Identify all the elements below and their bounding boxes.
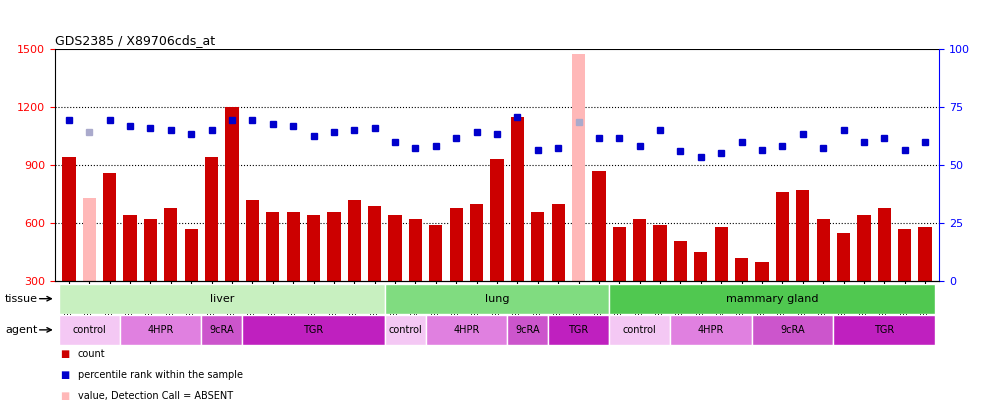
Text: mammary gland: mammary gland xyxy=(726,294,818,304)
Bar xyxy=(592,171,605,281)
Text: 4HPR: 4HPR xyxy=(698,325,725,335)
Bar xyxy=(507,315,548,345)
Bar xyxy=(898,229,911,281)
Bar xyxy=(609,315,670,345)
Bar xyxy=(470,204,483,281)
Bar xyxy=(490,159,504,281)
Text: TGR: TGR xyxy=(874,325,895,335)
Text: lung: lung xyxy=(485,294,509,304)
Bar xyxy=(385,284,609,314)
Text: ■: ■ xyxy=(60,391,69,401)
Bar xyxy=(775,192,789,281)
Bar xyxy=(286,211,300,281)
Text: 9cRA: 9cRA xyxy=(210,325,235,335)
Bar xyxy=(694,252,708,281)
Text: ■: ■ xyxy=(60,349,69,358)
Bar xyxy=(755,262,768,281)
Bar xyxy=(348,200,361,281)
Text: control: control xyxy=(623,325,657,335)
Bar xyxy=(409,220,422,281)
Bar xyxy=(837,233,850,281)
Bar xyxy=(425,315,507,345)
Text: GDS2385 / X89706cds_at: GDS2385 / X89706cds_at xyxy=(55,34,215,47)
Text: count: count xyxy=(78,349,105,358)
Text: value, Detection Call = ABSENT: value, Detection Call = ABSENT xyxy=(78,391,233,401)
Text: TGR: TGR xyxy=(303,325,324,335)
Bar xyxy=(307,215,320,281)
Bar xyxy=(266,211,279,281)
Bar xyxy=(816,220,830,281)
Bar xyxy=(246,200,259,281)
Text: percentile rank within the sample: percentile rank within the sample xyxy=(78,370,243,379)
Text: control: control xyxy=(389,325,422,335)
Bar xyxy=(511,117,524,281)
Bar xyxy=(674,241,687,281)
Bar xyxy=(918,227,931,281)
Bar xyxy=(548,315,609,345)
Text: tissue: tissue xyxy=(5,294,38,304)
Bar xyxy=(878,208,891,281)
Bar xyxy=(59,284,385,314)
Text: 4HPR: 4HPR xyxy=(453,325,480,335)
Bar xyxy=(368,206,382,281)
Bar xyxy=(327,211,341,281)
Bar xyxy=(857,215,871,281)
Bar xyxy=(572,54,585,281)
Bar xyxy=(833,315,935,345)
Bar xyxy=(751,315,833,345)
Bar xyxy=(531,211,545,281)
Bar xyxy=(735,258,748,281)
Bar xyxy=(164,208,178,281)
Text: 9cRA: 9cRA xyxy=(515,325,540,335)
Text: TGR: TGR xyxy=(569,325,588,335)
Bar xyxy=(226,107,239,281)
Bar xyxy=(243,315,385,345)
Bar xyxy=(653,225,667,281)
Bar xyxy=(202,315,243,345)
Bar xyxy=(552,204,565,281)
Bar xyxy=(389,215,402,281)
Text: ■: ■ xyxy=(60,370,69,379)
Bar xyxy=(449,208,463,281)
Bar xyxy=(609,284,935,314)
Text: agent: agent xyxy=(5,325,38,335)
Bar xyxy=(103,173,116,281)
Bar xyxy=(633,220,646,281)
Bar xyxy=(612,227,626,281)
Bar xyxy=(185,229,198,281)
Text: 4HPR: 4HPR xyxy=(147,325,174,335)
Bar xyxy=(670,315,751,345)
Bar xyxy=(144,220,157,281)
Bar xyxy=(715,227,728,281)
Bar xyxy=(205,157,219,281)
Bar xyxy=(429,225,442,281)
Bar xyxy=(120,315,202,345)
Bar xyxy=(83,198,96,281)
Text: liver: liver xyxy=(210,294,234,304)
Bar xyxy=(796,190,809,281)
Bar xyxy=(63,157,76,281)
Bar xyxy=(123,215,137,281)
Bar xyxy=(385,315,425,345)
Bar xyxy=(59,315,120,345)
Text: control: control xyxy=(73,325,106,335)
Text: 9cRA: 9cRA xyxy=(780,325,805,335)
